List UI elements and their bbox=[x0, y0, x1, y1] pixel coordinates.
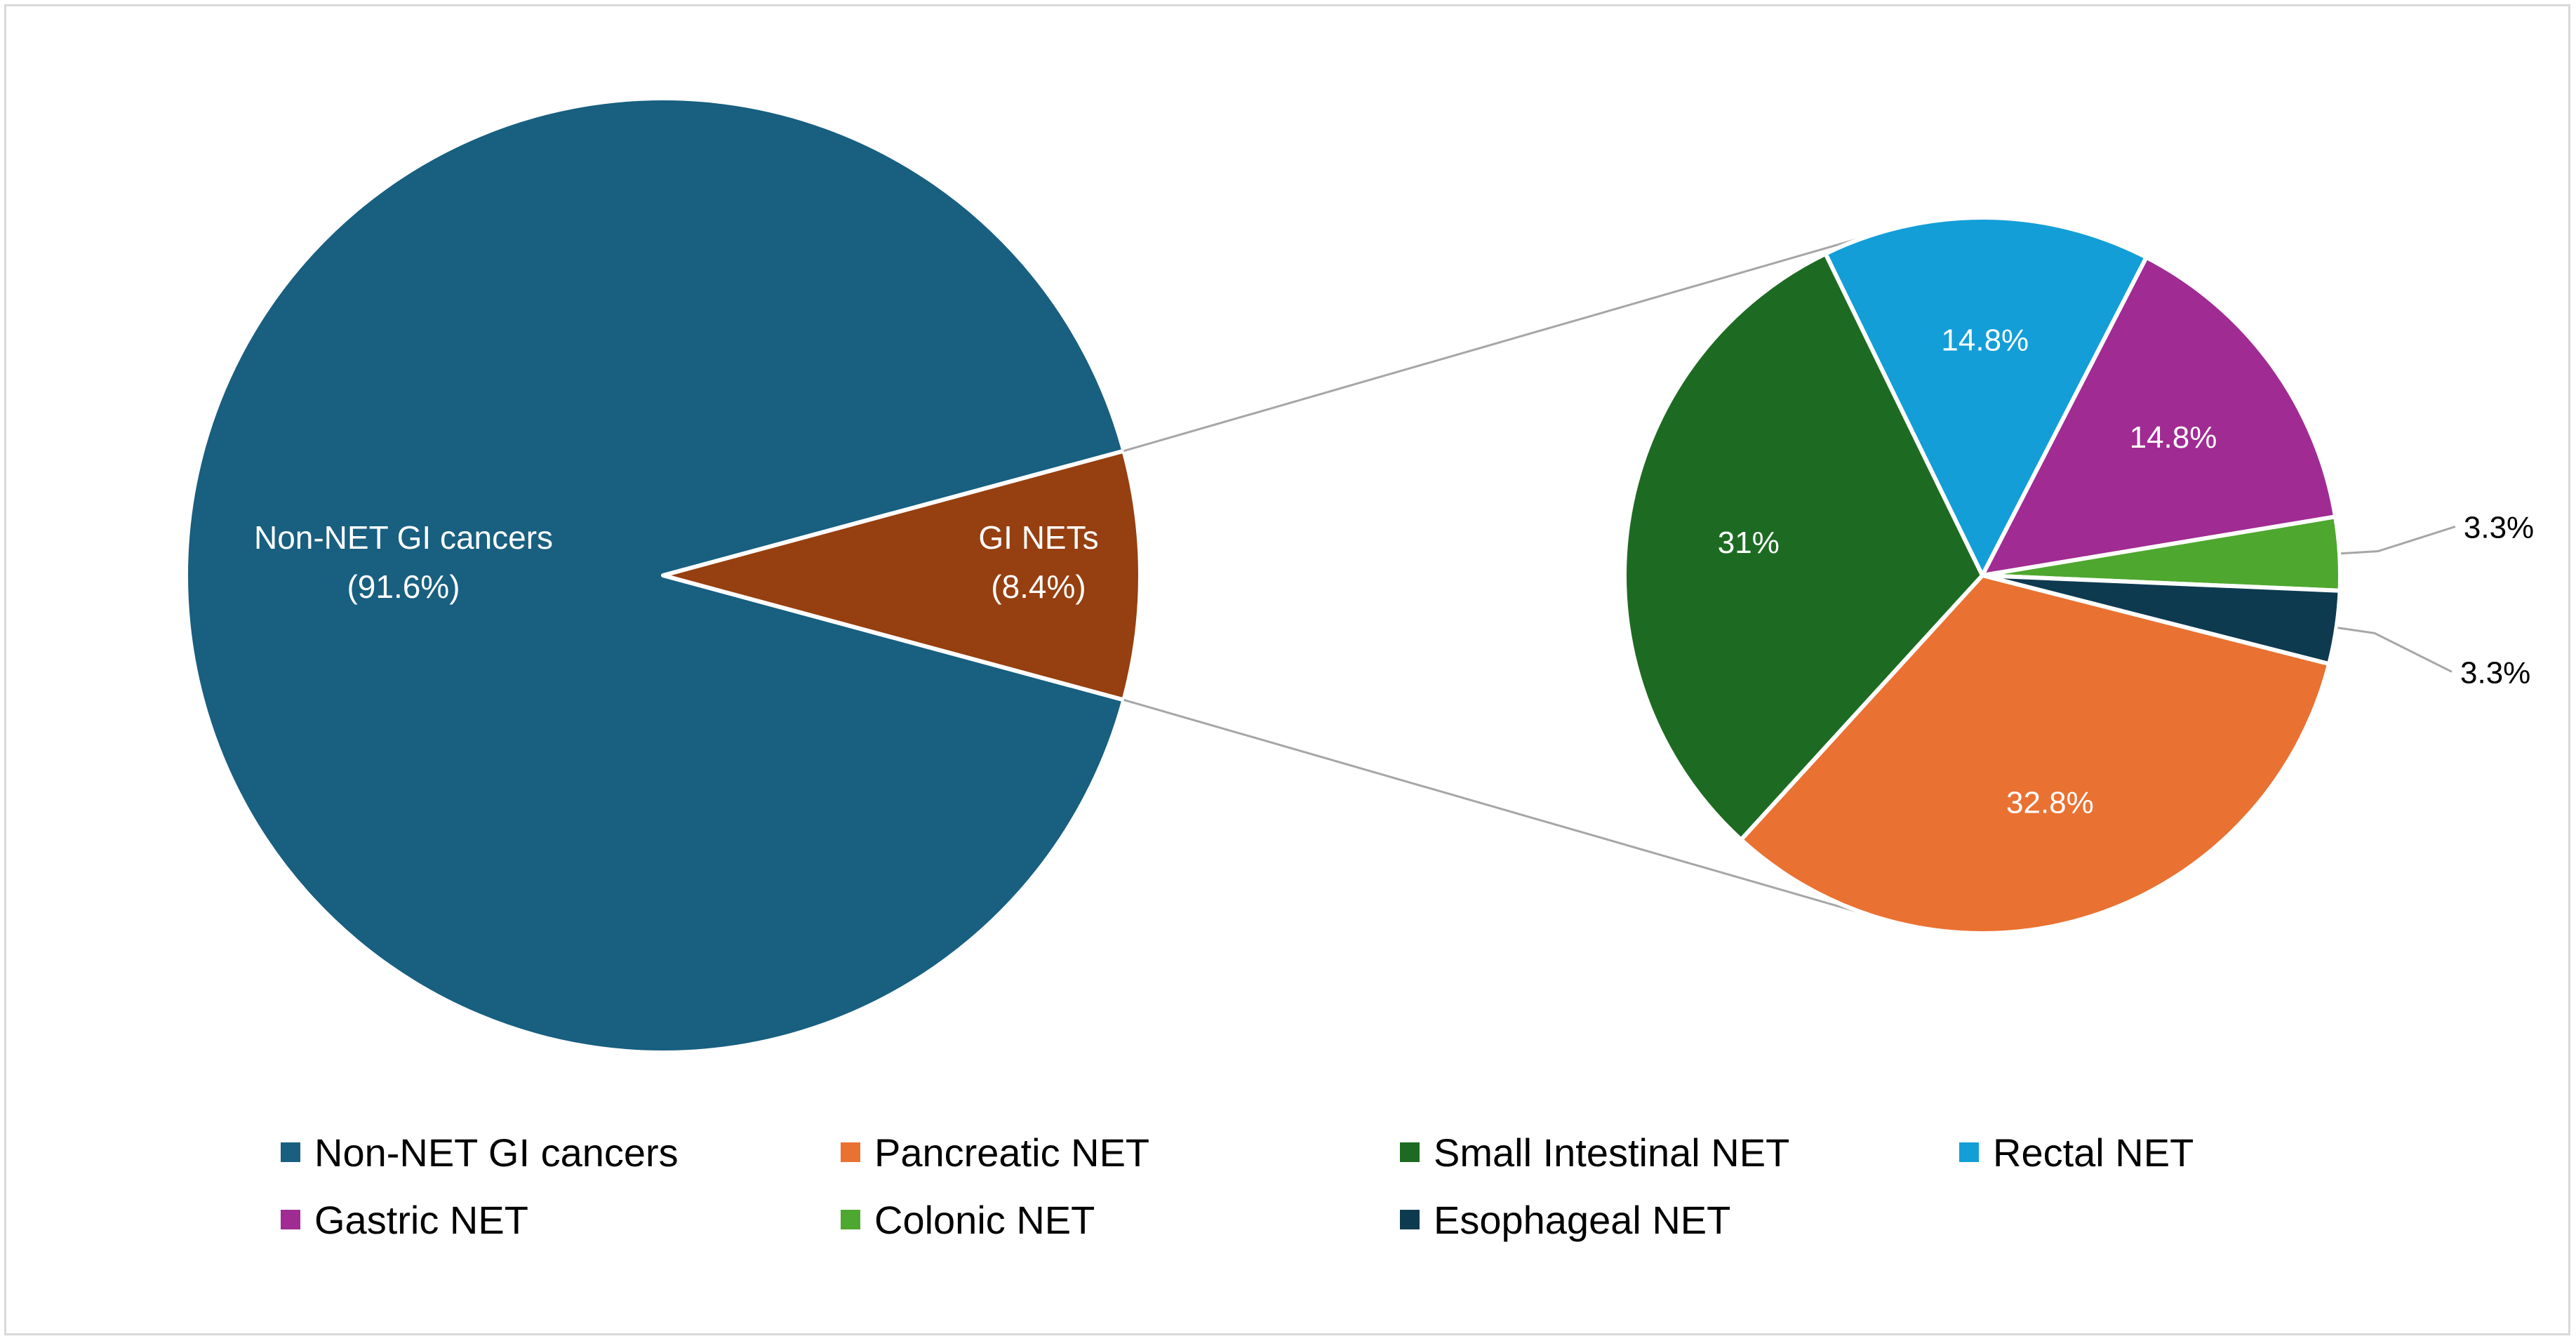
legend-label: Colonic NET bbox=[874, 1197, 1095, 1242]
legend-item-rectal-net: Rectal NET bbox=[1959, 1130, 2194, 1175]
leader-line-esophageal-net bbox=[2337, 627, 2452, 673]
pie-slice-pancreatic-net bbox=[1739, 573, 2332, 935]
data-label-gi-nets-name: GI NETs bbox=[978, 519, 1098, 556]
connector-lines bbox=[1123, 228, 1890, 923]
data-label-small-intestinal-net: 31% bbox=[1718, 526, 1780, 560]
legend-item-non-net-gi-cancers: Non-NET GI cancers bbox=[281, 1130, 679, 1175]
main-pie bbox=[184, 96, 1142, 1055]
pie-slice-non-net-gi-cancers bbox=[184, 96, 1126, 1055]
legend-label: Gastric NET bbox=[314, 1197, 528, 1242]
data-label-rectal-net: 14.8% bbox=[1941, 323, 2029, 357]
data-label-non-net-gi-cancers-name: Non-NET GI cancers bbox=[254, 519, 553, 556]
legend-item-small-intestinal-net: Small Intestinal NET bbox=[1400, 1130, 1790, 1175]
legend-swatch bbox=[1400, 1210, 1420, 1229]
leader-line-colonic-net bbox=[2340, 526, 2456, 555]
legend-label: Non-NET GI cancers bbox=[314, 1130, 679, 1175]
secondary-pie bbox=[1622, 215, 2342, 935]
connector-line-bottom bbox=[1123, 698, 1890, 923]
data-label-pancreatic-net: 32.8% bbox=[2006, 786, 2094, 820]
connector-line-top bbox=[1123, 228, 1890, 453]
data-label-gastric-net: 14.8% bbox=[2130, 420, 2217, 455]
pie-slice-gi-nets bbox=[661, 448, 1142, 702]
data-label-gi-nets-percent: (8.4%) bbox=[991, 568, 1086, 605]
pie-slice-small-intestinal-net bbox=[1622, 251, 1984, 842]
legend-swatch bbox=[1959, 1142, 1979, 1162]
data-label-non-net-gi-cancers-percent: (91.6%) bbox=[347, 568, 460, 605]
legend-label: Small Intestinal NET bbox=[1434, 1130, 1790, 1175]
legend-item-gastric-net: Gastric NET bbox=[281, 1197, 528, 1242]
legend-swatch bbox=[841, 1142, 860, 1162]
legend-label: Rectal NET bbox=[1993, 1130, 2194, 1175]
data-label-colonic-net: 3.3% bbox=[2464, 511, 2534, 545]
legend-item-pancreatic-net: Pancreatic NET bbox=[841, 1130, 1150, 1175]
legend-item-colonic-net: Colonic NET bbox=[841, 1197, 1095, 1242]
data-labels: Non-NET GI cancers (91.6%) GI NETs (8.4%) 14… bbox=[254, 323, 2534, 820]
legend-swatch bbox=[841, 1210, 860, 1229]
pie-slice-gastric-net bbox=[1980, 255, 2338, 578]
legend-item-esophageal-net: Esophageal NET bbox=[1400, 1197, 1731, 1242]
legend-label: Pancreatic NET bbox=[874, 1130, 1150, 1175]
legend-swatch bbox=[1400, 1142, 1420, 1162]
legend-label: Esophageal NET bbox=[1434, 1197, 1731, 1242]
legend-swatch bbox=[281, 1142, 300, 1162]
data-label-esophageal-net: 3.3% bbox=[2460, 655, 2530, 690]
legend-swatch bbox=[281, 1210, 300, 1229]
pie-slice-rectal-net bbox=[1823, 215, 2149, 578]
